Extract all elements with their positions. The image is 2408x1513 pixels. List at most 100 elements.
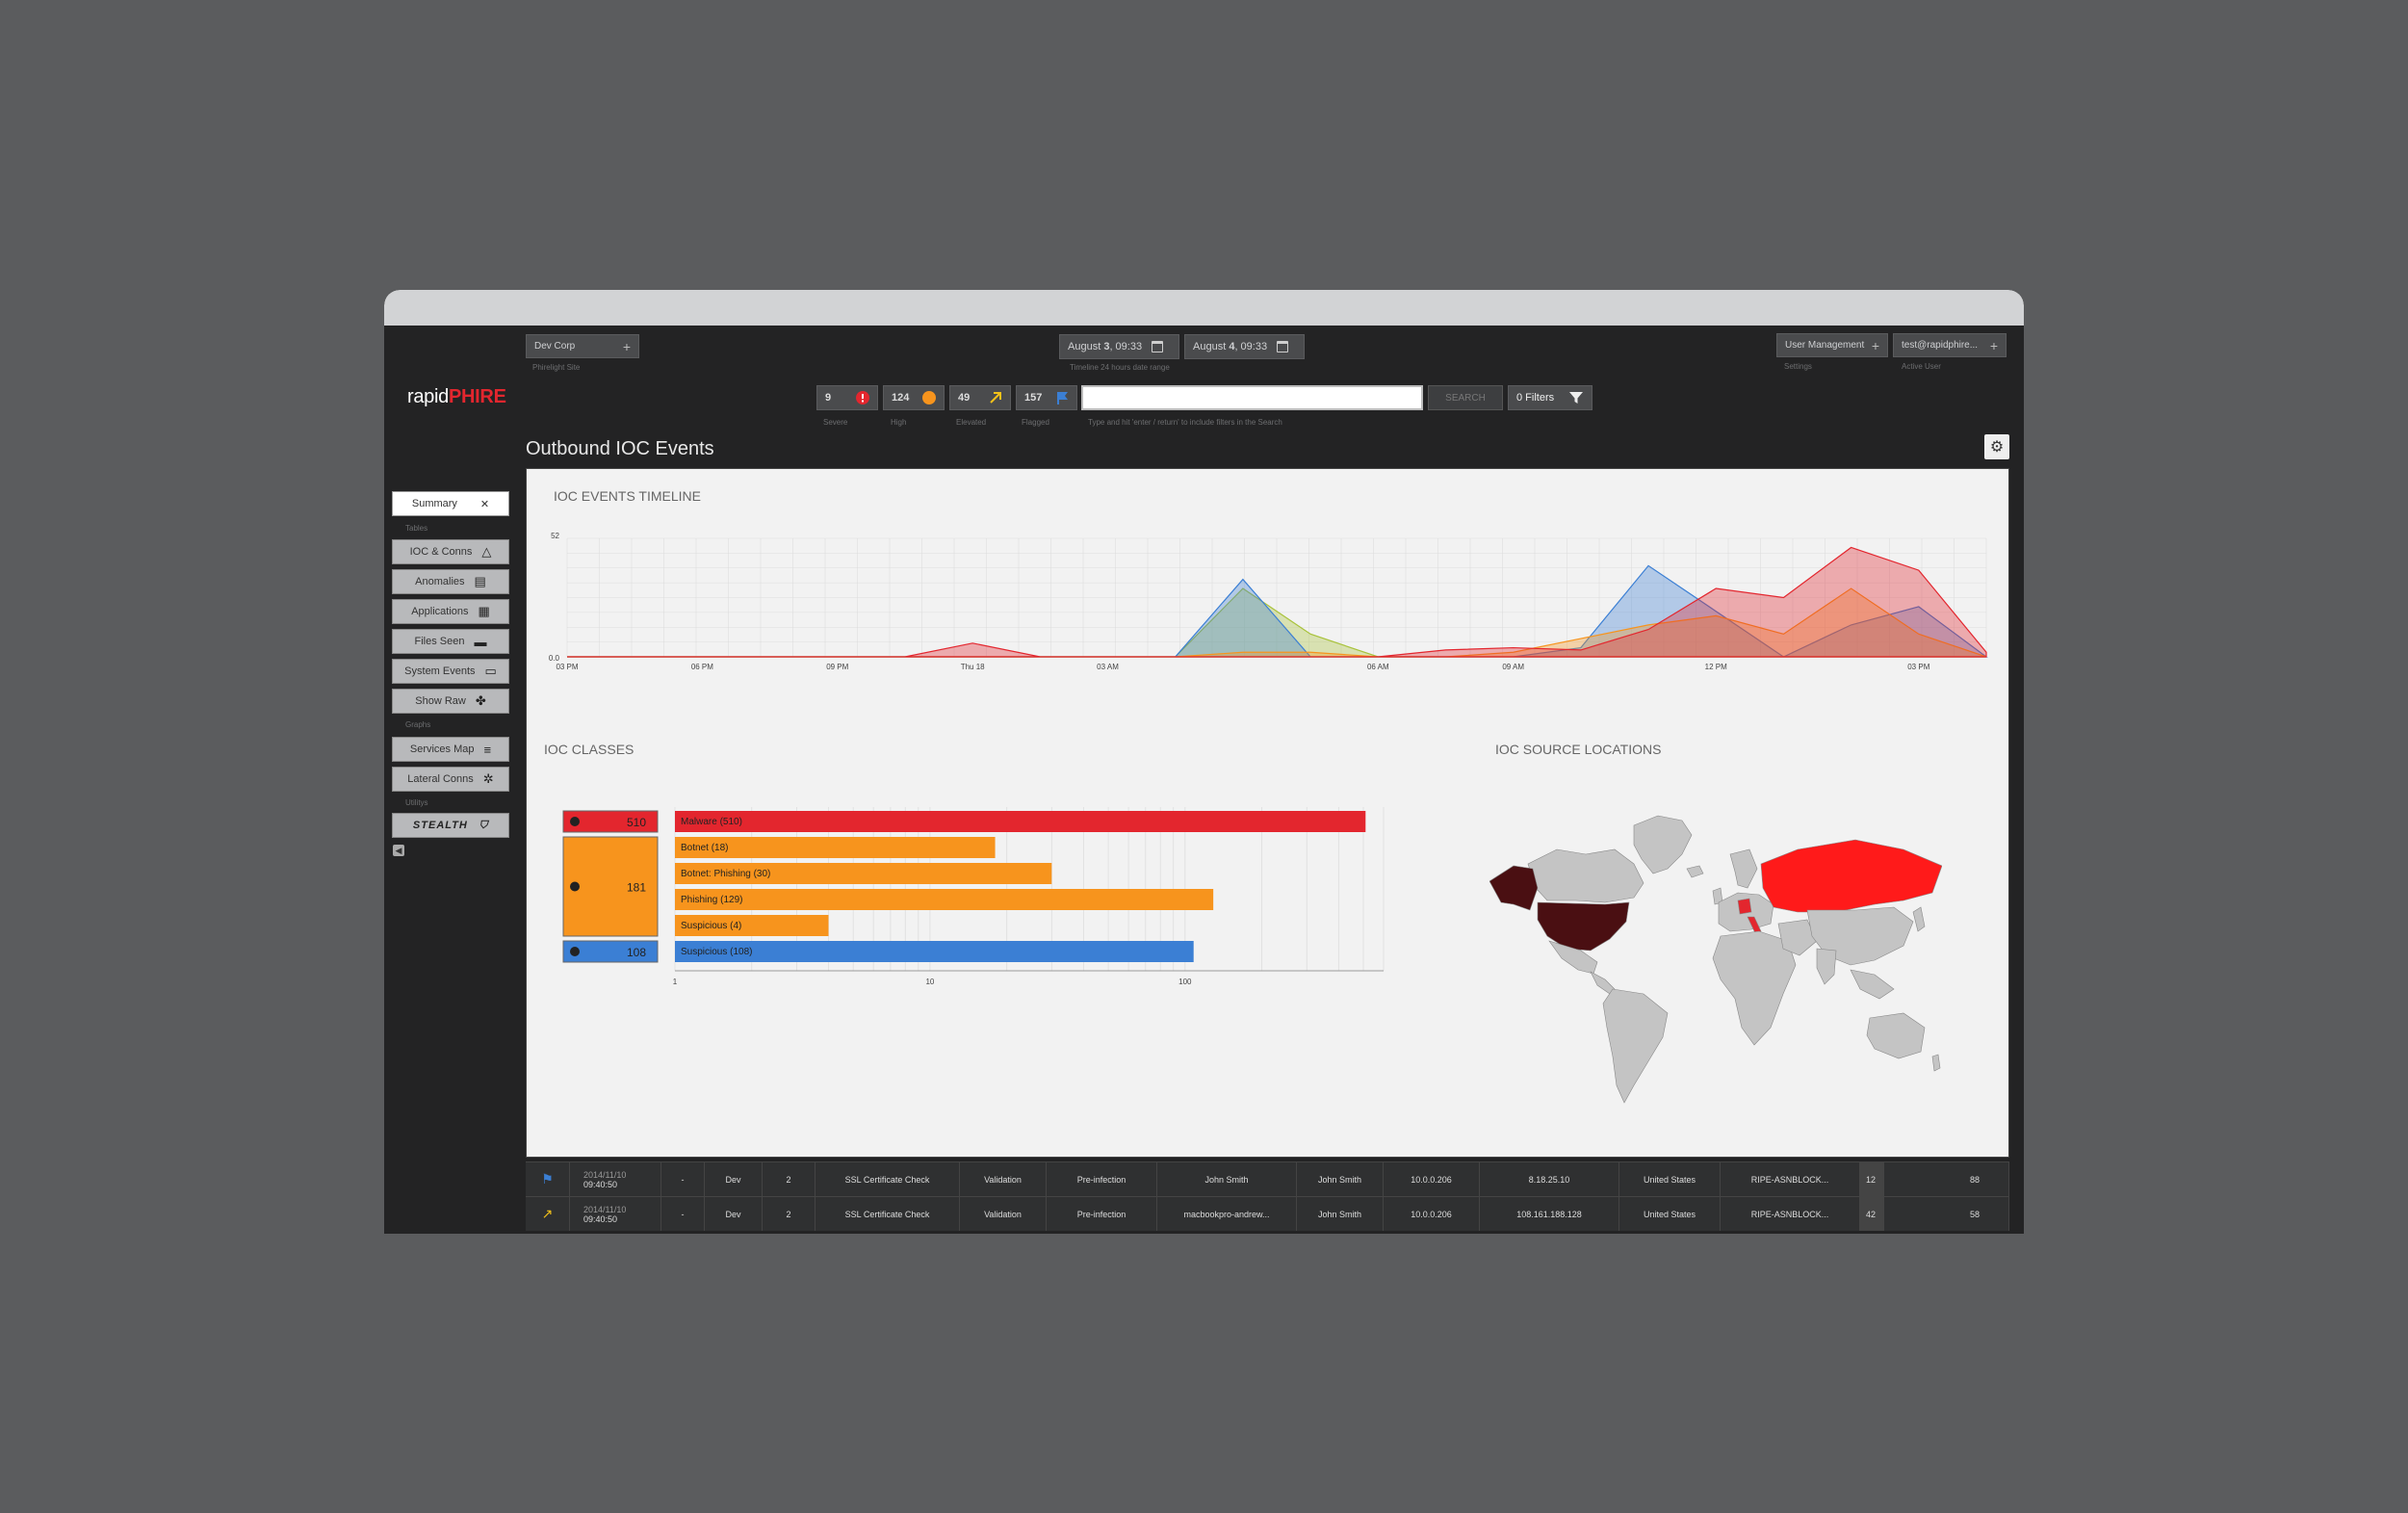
sidebar-item-label: System Events (404, 665, 476, 677)
collapse-sidebar-icon[interactable]: ◀ (393, 845, 404, 856)
date-from-text: August 3, 09:33 (1068, 341, 1143, 352)
severe-badge[interactable]: 9 (816, 385, 878, 410)
x-tick-label: 06 AM (1367, 663, 1389, 671)
cell-site: Dev (705, 1197, 763, 1231)
class-group-icon (570, 947, 580, 956)
class-bar-label: Phishing (129) (681, 895, 742, 905)
active-user-caption: Active User (1902, 362, 1941, 371)
cell-name: SSL Certificate Check (816, 1162, 960, 1196)
high-caption: High (891, 418, 907, 427)
sidebar-item-system-events[interactable]: System Events ▭ (392, 659, 509, 684)
plus-icon: + (1871, 337, 1879, 353)
class-bar[interactable] (675, 837, 996, 858)
cell-country: United States (1619, 1162, 1721, 1196)
table-row[interactable]: ↗ 2014/11/10 09:40:50- Dev 2 SSL Certificate … (526, 1196, 2009, 1231)
filter-icon (1569, 392, 1583, 404)
class-group-box[interactable] (562, 940, 659, 963)
elevated-badge[interactable]: 49 (949, 385, 1011, 410)
class-bar[interactable] (675, 889, 1214, 910)
terminal-icon: ▭ (484, 664, 497, 678)
cell-asn: RIPE-ASNBLOCK... (1721, 1197, 1860, 1231)
shield-icon: ⛉ (479, 819, 489, 831)
class-bar[interactable] (675, 863, 1052, 884)
timeline-series-area (567, 546, 1987, 658)
class-bar-label: Malware (510) (681, 817, 742, 827)
summary-tab[interactable]: Summary ✕ (392, 491, 509, 516)
cell-user: John Smith (1297, 1162, 1384, 1196)
bell-icon (922, 391, 936, 404)
cell-b: 88 (1884, 1162, 2009, 1196)
filters-button[interactable]: 0 Filters (1508, 385, 1592, 410)
table-row[interactable]: ⚑ 2014/11/10 09:40:50- Dev 2 SSL Certificate … (526, 1161, 2009, 1196)
site-select[interactable]: Dev Corp + (526, 334, 639, 358)
user-management-button[interactable]: User Management + (1776, 333, 1888, 357)
cell-src: 10.0.0.206 (1384, 1162, 1480, 1196)
cell-asn: RIPE-ASNBLOCK... (1721, 1162, 1860, 1196)
x-tick-label: 06 PM (691, 663, 713, 671)
elevated-count: 49 (958, 392, 971, 404)
x-tick-label: 12 PM (1705, 663, 1727, 671)
sidebar-item-show-raw[interactable]: Show Raw ✤ (392, 689, 509, 714)
timeline-chart: 52 0.0 03 PM 06 PM 09 PM Thu 18 03 AM 06 AM 09… (549, 532, 1988, 671)
cell-stage: Pre-infection (1047, 1162, 1157, 1196)
cell-site: Dev (705, 1162, 763, 1196)
plus-icon: + (1989, 337, 1998, 353)
sidebar-item-files-seen[interactable]: Files Seen ▬ (392, 629, 509, 654)
sidebar-item-anomalies[interactable]: Anomalies ▤ (392, 569, 509, 594)
stealth-label: STEALTH (412, 820, 468, 831)
class-bar[interactable] (675, 915, 829, 936)
flagged-badge[interactable]: 157 (1016, 385, 1077, 410)
app-window: rapidPHIRE Dev Corp + Phirelight Site Aug… (384, 290, 2024, 1234)
cell-dash: - (661, 1197, 705, 1231)
cell-dst: 108.161.188.128 (1480, 1197, 1619, 1231)
sidebar-item-label: Show Raw (415, 695, 466, 707)
network-icon: ✲ (482, 771, 494, 786)
search-hint: Type and hit 'enter / return' to include… (1088, 418, 1282, 427)
x-tick-label: 03 AM (1097, 663, 1119, 671)
high-badge[interactable]: 124 (883, 385, 945, 410)
search-input[interactable] (1081, 385, 1423, 410)
class-bar[interactable] (675, 811, 1366, 832)
search-button[interactable]: SEARCH (1428, 385, 1503, 410)
class-group-box[interactable] (562, 810, 659, 833)
italy-shape (1747, 916, 1762, 934)
class-group-icon (570, 881, 580, 892)
sidebar-item-ioc-conns[interactable]: IOC & Conns △ (392, 539, 509, 564)
close-icon[interactable]: ✕ (479, 498, 490, 510)
gear-icon[interactable]: ⚙ (1984, 434, 2009, 459)
sidebar-item-services-map[interactable]: Services Map ≡ (392, 737, 509, 762)
cell-a: 42 (1860, 1197, 1884, 1231)
section-utility: Utilitys (405, 798, 428, 807)
active-user-select[interactable]: test@rapidphire... + (1893, 333, 2007, 357)
x-tick-label: 1 (673, 978, 678, 986)
new-zealand-shape (1931, 1054, 1941, 1072)
world-map (1489, 815, 1942, 1104)
stealth-button[interactable]: STEALTH ⛉ (392, 813, 509, 838)
services-icon: ≡ (483, 742, 492, 757)
date-from-picker[interactable]: August 3, 09:33 (1059, 334, 1179, 359)
sidebar-item-label: Anomalies (415, 576, 465, 587)
date-to-picker[interactable]: August 4, 09:33 (1184, 334, 1305, 359)
summary-label: Summary (411, 498, 457, 509)
date-caption: Timeline 24 hours date range (1070, 363, 1170, 372)
anomaly-icon: ▤ (474, 574, 486, 588)
cell-num: 2 (763, 1162, 816, 1196)
sidebar-item-lateral-conns[interactable]: Lateral Conns ✲ (392, 767, 509, 792)
x-tick-label: 03 PM (556, 663, 578, 671)
window-titlebar (384, 290, 2024, 326)
cell-country: United States (1619, 1197, 1721, 1231)
section-graphs: Graphs (405, 720, 431, 729)
scandinavia-shape (1729, 848, 1758, 889)
usa-shape (1537, 901, 1630, 952)
central-america-shape (1590, 971, 1616, 995)
class-bar[interactable] (675, 941, 1194, 962)
class-bar-label: Suspicious (4) (681, 921, 741, 931)
sidebar-item-label: Services Map (409, 743, 475, 755)
calendar-icon (1277, 341, 1289, 352)
iceland-shape (1686, 865, 1704, 878)
severe-caption: Severe (823, 418, 848, 427)
sidebar-item-label: Files Seen (414, 636, 465, 647)
class-bar-label: Suspicious (108) (681, 947, 752, 957)
sidebar-item-applications[interactable]: Applications ▦ (392, 599, 509, 624)
triangle-icon: △ (481, 544, 492, 559)
